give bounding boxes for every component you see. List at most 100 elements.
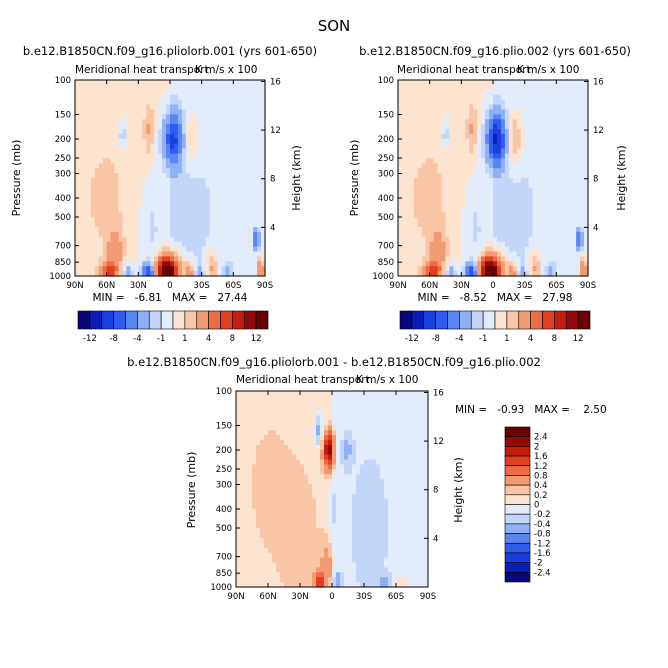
contour-cell bbox=[276, 528, 281, 534]
contour-cell bbox=[193, 119, 199, 125]
contour-cell bbox=[288, 484, 293, 490]
contour-cell bbox=[237, 241, 242, 248]
contour-cell bbox=[260, 400, 265, 407]
contour-cell bbox=[417, 178, 423, 184]
contour-cell bbox=[580, 212, 585, 218]
contour-cell bbox=[548, 246, 553, 253]
contour-cell bbox=[252, 493, 257, 500]
contour-cell bbox=[197, 197, 203, 204]
contour-cell bbox=[142, 89, 147, 96]
contour-cell bbox=[469, 153, 474, 159]
contour-cell bbox=[142, 256, 147, 262]
contour-cell bbox=[425, 163, 431, 169]
contour-cell bbox=[548, 192, 553, 199]
contour-cell bbox=[500, 222, 506, 228]
contour-cell bbox=[86, 173, 92, 179]
contour-cell bbox=[213, 182, 219, 189]
contour-cell bbox=[445, 261, 451, 267]
contour-cell bbox=[158, 256, 163, 262]
contour-cell bbox=[94, 241, 100, 248]
contour-cell bbox=[245, 143, 250, 150]
contour-cell bbox=[524, 266, 530, 272]
contour-cell bbox=[225, 212, 230, 218]
contour-cell bbox=[328, 547, 333, 554]
contour-cell bbox=[75, 173, 80, 179]
contour-cell bbox=[241, 266, 246, 272]
contour-cell bbox=[493, 182, 498, 189]
contour-cell bbox=[300, 405, 305, 412]
contour-cell bbox=[221, 129, 227, 135]
contour-cell bbox=[217, 207, 223, 213]
x-tick-label: 60S bbox=[225, 281, 241, 291]
contour-cell bbox=[489, 104, 494, 110]
contour-cell bbox=[441, 182, 447, 189]
contour-cell bbox=[110, 241, 116, 248]
contour-cell bbox=[253, 261, 258, 267]
contour-cell bbox=[540, 241, 546, 248]
contour-cell bbox=[465, 158, 470, 164]
contour-cell bbox=[398, 261, 403, 267]
contour-cell bbox=[320, 469, 325, 475]
contour-cell bbox=[162, 271, 167, 277]
contour-cell bbox=[237, 143, 242, 150]
contour-cell bbox=[445, 80, 451, 86]
contour-cell bbox=[485, 241, 490, 248]
contour-cell bbox=[568, 109, 573, 115]
contour-cell bbox=[556, 241, 561, 248]
contour-cell bbox=[177, 231, 183, 238]
contour-cell bbox=[441, 104, 447, 110]
contour-cell bbox=[90, 192, 96, 199]
contour-cell bbox=[217, 114, 223, 120]
contour-cell bbox=[162, 192, 167, 199]
contour-cell bbox=[252, 523, 257, 529]
contour-cell bbox=[158, 236, 163, 243]
contour-cell bbox=[328, 415, 333, 421]
contour-cell bbox=[504, 266, 510, 272]
contour-cell bbox=[173, 246, 179, 253]
contour-cell bbox=[324, 415, 329, 421]
contour-cell bbox=[493, 236, 498, 243]
contour-cell bbox=[312, 430, 317, 436]
contour-cell bbox=[300, 415, 305, 421]
contour-cell bbox=[98, 173, 104, 179]
contour-cell bbox=[134, 114, 139, 120]
contour-cell bbox=[236, 533, 241, 539]
contour-cell bbox=[552, 138, 557, 145]
contour-cell bbox=[185, 271, 191, 277]
contour-cell bbox=[126, 187, 132, 194]
contour-cell bbox=[409, 138, 415, 145]
contour-cell bbox=[233, 124, 238, 130]
contour-cell bbox=[229, 256, 234, 262]
contour-cell bbox=[106, 138, 112, 145]
contour-cell bbox=[485, 168, 490, 174]
contour-cell bbox=[233, 197, 238, 204]
contour-cell bbox=[398, 202, 403, 208]
contour-cell bbox=[106, 227, 112, 233]
contour-cell bbox=[437, 231, 443, 238]
contour-cell bbox=[409, 271, 415, 277]
contour-cell bbox=[288, 528, 293, 534]
contour-cell bbox=[253, 246, 258, 253]
contour-cell bbox=[413, 114, 419, 120]
contour-cell bbox=[280, 533, 285, 539]
contour-cell bbox=[413, 217, 419, 223]
contour-cell bbox=[261, 80, 266, 86]
contour-cell bbox=[477, 227, 482, 233]
contour-cell bbox=[142, 124, 147, 130]
colorbar-swatch bbox=[208, 310, 221, 330]
contour-cell bbox=[493, 133, 498, 140]
contour-cell bbox=[229, 182, 234, 189]
contour-cell bbox=[245, 153, 250, 159]
contour-cell bbox=[257, 168, 262, 174]
contour-cell bbox=[201, 114, 207, 120]
contour-cell bbox=[260, 572, 265, 578]
contour-cell bbox=[122, 192, 128, 199]
contour-cell bbox=[102, 256, 108, 262]
contour-cell bbox=[236, 518, 241, 524]
contour-cell bbox=[236, 430, 241, 436]
contour-cell bbox=[110, 231, 116, 238]
contour-cell bbox=[489, 251, 494, 257]
contour-cell bbox=[126, 104, 132, 110]
contour-cell bbox=[237, 202, 242, 208]
contour-cell bbox=[244, 528, 249, 534]
